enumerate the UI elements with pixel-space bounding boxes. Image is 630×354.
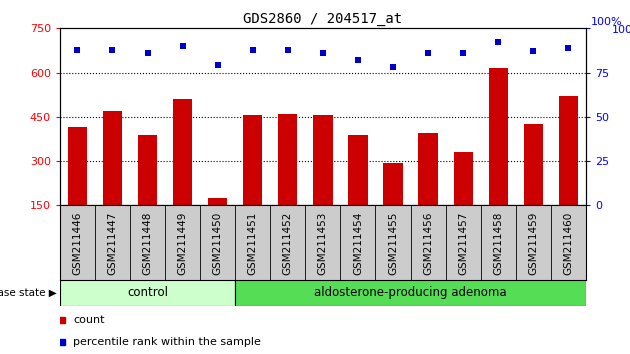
Text: GSM211451: GSM211451	[248, 211, 258, 275]
Point	[388, 64, 398, 70]
Point	[458, 50, 468, 56]
Text: GSM211458: GSM211458	[493, 211, 503, 275]
Text: disease state ▶: disease state ▶	[0, 288, 57, 298]
Point	[248, 47, 258, 52]
Text: percentile rank within the sample: percentile rank within the sample	[73, 337, 261, 347]
Text: GSM211450: GSM211450	[213, 211, 222, 274]
Bar	[60, 280, 235, 306]
Text: GSM211460: GSM211460	[563, 211, 573, 274]
Bar	[68, 127, 87, 205]
Point	[178, 43, 188, 49]
Bar	[208, 198, 227, 205]
Text: GSM211453: GSM211453	[318, 211, 328, 275]
Bar	[313, 115, 333, 205]
Text: GSM211456: GSM211456	[423, 211, 433, 275]
Y-axis label: 100%: 100%	[612, 25, 630, 35]
Text: GSM211457: GSM211457	[458, 211, 468, 275]
Bar	[173, 99, 192, 205]
Point	[563, 45, 573, 51]
Text: control: control	[127, 286, 168, 299]
Point	[353, 57, 363, 63]
Text: GSM211455: GSM211455	[388, 211, 398, 275]
Point	[423, 50, 433, 56]
Bar	[418, 133, 438, 205]
Bar	[138, 135, 157, 205]
Bar	[559, 96, 578, 205]
Text: GSM211454: GSM211454	[353, 211, 363, 275]
Point	[318, 50, 328, 56]
Text: GSM211459: GSM211459	[529, 211, 538, 275]
Text: GSM211447: GSM211447	[108, 211, 117, 275]
Bar	[235, 280, 586, 306]
Bar	[348, 135, 367, 205]
Bar	[454, 152, 472, 205]
Point	[212, 63, 222, 68]
Text: aldosterone-producing adenoma: aldosterone-producing adenoma	[314, 286, 507, 299]
Text: GSM211448: GSM211448	[142, 211, 152, 275]
Point	[528, 48, 538, 54]
Bar	[384, 162, 403, 205]
Text: GSM211446: GSM211446	[72, 211, 83, 275]
Text: 100%: 100%	[591, 17, 623, 27]
Bar	[489, 68, 508, 205]
Title: GDS2860 / 204517_at: GDS2860 / 204517_at	[243, 12, 403, 26]
Bar	[243, 115, 262, 205]
Text: count: count	[73, 315, 105, 325]
Point	[142, 50, 152, 56]
Bar	[524, 124, 543, 205]
Point	[283, 47, 293, 52]
Point	[72, 47, 83, 52]
Bar	[278, 114, 297, 205]
Bar	[103, 111, 122, 205]
Text: GSM211449: GSM211449	[178, 211, 188, 275]
Text: GSM211452: GSM211452	[283, 211, 293, 275]
Point	[107, 47, 117, 52]
Point	[493, 40, 503, 45]
